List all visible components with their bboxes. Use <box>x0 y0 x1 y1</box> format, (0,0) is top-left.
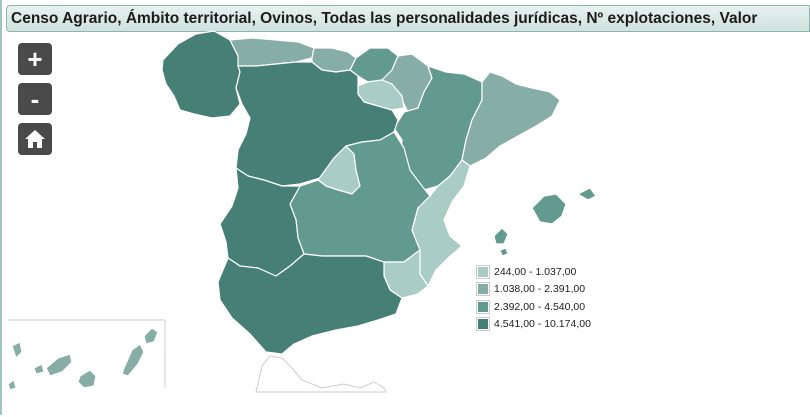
title-bar: Censo Agrario, Ámbito territorial, Ovino… <box>6 5 810 32</box>
home-icon <box>25 130 45 148</box>
legend-item: 4.541,00 - 10.174,00 <box>476 316 591 334</box>
region-valenciana[interactable] <box>411 159 471 287</box>
legend-label: 2.392,00 - 4.540,00 <box>494 300 586 313</box>
region-fuerteventura[interactable] <box>121 343 145 377</box>
region-mallorca[interactable] <box>531 193 567 225</box>
legend-item: 2.392,00 - 4.540,00 <box>476 298 591 316</box>
region-la-palma[interactable] <box>11 341 23 359</box>
legend-label: 244,00 - 1.037,00 <box>494 265 577 278</box>
north-africa-outline <box>255 355 387 393</box>
legend-swatch <box>476 264 490 279</box>
legend-swatch <box>476 299 490 314</box>
region-ibiza[interactable] <box>493 227 509 245</box>
legend-swatch <box>476 282 490 297</box>
legend: 244,00 - 1.037,00 1.038,00 - 2.391,00 2.… <box>476 263 591 334</box>
zoom-in-button[interactable]: + <box>18 43 52 75</box>
region-el-hierro[interactable] <box>7 379 17 391</box>
region-asturias[interactable] <box>229 37 315 67</box>
legend-item: 244,00 - 1.037,00 <box>476 263 591 281</box>
home-button[interactable] <box>18 123 52 155</box>
region-menorca[interactable] <box>577 187 597 201</box>
region-cataluna[interactable] <box>461 71 561 167</box>
legend-label: 4.541,00 - 10.174,00 <box>494 318 591 331</box>
region-gran-canaria[interactable] <box>77 369 97 389</box>
region-la-gomera[interactable] <box>33 363 45 375</box>
canarias-inset-border <box>8 319 166 388</box>
legend-swatch <box>476 317 490 332</box>
region-galicia[interactable] <box>161 30 241 119</box>
plus-icon: + <box>27 44 43 74</box>
region-andalucia[interactable] <box>217 253 403 355</box>
zoom-out-button[interactable]: - <box>18 83 52 115</box>
minus-icon: - <box>30 84 40 114</box>
legend-label: 1.038,00 - 2.391,00 <box>494 283 586 296</box>
map-title: Censo Agrario, Ámbito territorial, Ovino… <box>11 10 758 27</box>
region-tenerife[interactable] <box>45 353 73 377</box>
legend-item: 1.038,00 - 2.391,00 <box>476 281 591 299</box>
region-formentera[interactable] <box>499 247 509 257</box>
region-lanzarote[interactable] <box>143 327 159 345</box>
